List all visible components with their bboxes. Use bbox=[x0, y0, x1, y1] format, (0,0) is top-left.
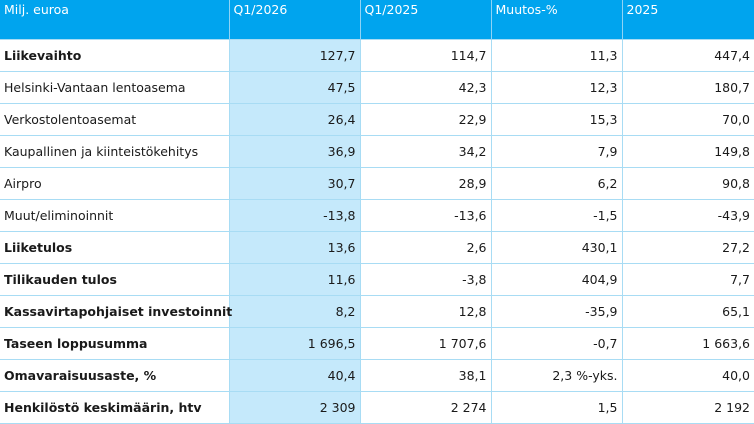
year-2025-value: 447,4 bbox=[621, 38, 754, 71]
q1-2025-value: 1 707,6 bbox=[359, 326, 491, 359]
table-row: Kaupallinen ja kiinteistökehitys 36,9 34,2… bbox=[0, 134, 754, 167]
change-percent-value: 1,5 bbox=[490, 390, 622, 424]
q1-2025-value: 42,3 bbox=[359, 70, 491, 103]
q1-2026-value: 8,2 bbox=[228, 294, 360, 327]
table-row: Taseen loppusumma 1 696,5 1 707,6 -0,7 1 663… bbox=[0, 326, 754, 359]
q1-2025-value: 114,7 bbox=[359, 38, 491, 71]
table-row: Helsinki-Vantaan lentoasema 47,5 42,3 12,3 1… bbox=[0, 70, 754, 103]
row-label: Kassavirtapohjaiset investoinnit bbox=[0, 294, 232, 327]
change-percent-value: 6,2 bbox=[490, 166, 622, 199]
header-change-percent: Muutos-% bbox=[490, 0, 622, 39]
q1-2026-value: 36,9 bbox=[228, 134, 360, 167]
year-2025-value: 40,0 bbox=[621, 358, 754, 391]
year-2025-value: 180,7 bbox=[621, 70, 754, 103]
q1-2026-value: 2 309 bbox=[228, 390, 360, 424]
year-2025-value: 90,8 bbox=[621, 166, 754, 199]
year-2025-value: -43,9 bbox=[621, 198, 754, 231]
q1-2025-value: 28,9 bbox=[359, 166, 491, 199]
change-percent-value: 430,1 bbox=[490, 230, 622, 263]
q1-2026-value: 1 696,5 bbox=[228, 326, 360, 359]
table-row: Omavaraisuusaste, % 40,4 38,1 2,3 %-yks. 40,… bbox=[0, 358, 754, 391]
q1-2025-value: -3,8 bbox=[359, 262, 491, 295]
q1-2025-value: -13,6 bbox=[359, 198, 491, 231]
q1-2026-value: 47,5 bbox=[228, 70, 360, 103]
header-label-column: Milj. euroa bbox=[0, 0, 229, 39]
row-label: Omavaraisuusaste, % bbox=[0, 358, 229, 391]
change-percent-value: -0,7 bbox=[490, 326, 622, 359]
change-percent-value: 12,3 bbox=[490, 70, 622, 103]
change-percent-value: -1,5 bbox=[490, 198, 622, 231]
q1-2026-value: 13,6 bbox=[228, 230, 360, 263]
row-label: Liikevaihto bbox=[0, 38, 229, 71]
q1-2026-value: -13,8 bbox=[228, 198, 360, 231]
year-2025-value: 149,8 bbox=[621, 134, 754, 167]
q1-2026-value: 26,4 bbox=[228, 102, 360, 135]
header-q1-2025: Q1/2025 bbox=[359, 0, 491, 39]
change-percent-value: 11,3 bbox=[490, 38, 622, 71]
year-2025-value: 2 192 bbox=[621, 390, 754, 424]
q1-2026-value: 11,6 bbox=[228, 262, 360, 295]
year-2025-value: 27,2 bbox=[621, 230, 754, 263]
q1-2025-value: 2 274 bbox=[359, 390, 491, 424]
table-row: Tilikauden tulos 11,6 -3,8 404,9 7,7 bbox=[0, 262, 754, 295]
row-label: Helsinki-Vantaan lentoasema bbox=[0, 70, 229, 103]
q1-2025-value: 2,6 bbox=[359, 230, 491, 263]
row-label: Muut/eliminoinnit bbox=[0, 198, 229, 231]
row-label: Airpro bbox=[0, 166, 229, 199]
change-percent-value: 15,3 bbox=[490, 102, 622, 135]
q1-2025-value: 34,2 bbox=[359, 134, 491, 167]
table-row: Liikevaihto 127,7 114,7 11,3 447,4 bbox=[0, 38, 754, 71]
table-row: Kassavirtapohjaiset investoinnit 8,2 12,8-… bbox=[0, 294, 754, 327]
table-row: Airpro 30,7 28,9 6,2 90,8 bbox=[0, 166, 754, 199]
year-2025-value: 70,0 bbox=[621, 102, 754, 135]
header-2025: 2025 bbox=[621, 0, 754, 39]
table-row: Muut/eliminoinnit -13,8 -13,6 -1,5 -43,9 bbox=[0, 198, 754, 231]
change-percent-value: 404,9 bbox=[490, 262, 622, 295]
change-percent-value: 2,3 %-yks. bbox=[490, 358, 622, 391]
table-row: Henkilöstö keskimäärin, htv 2 309 2 274 1,5… bbox=[0, 390, 754, 424]
year-2025-value: 1 663,6 bbox=[621, 326, 754, 359]
q1-2025-value: 12,8 bbox=[359, 294, 491, 327]
q1-2026-value: 30,7 bbox=[228, 166, 360, 199]
q1-2025-value: 38,1 bbox=[359, 358, 491, 391]
row-label: Taseen loppusumma bbox=[0, 326, 229, 359]
q1-2025-value: 22,9 bbox=[359, 102, 491, 135]
q1-2026-value: 40,4 bbox=[228, 358, 360, 391]
q1-2026-value: 127,7 bbox=[228, 38, 360, 71]
change-percent-value: 7,9 bbox=[490, 134, 622, 167]
change-percent-value: -35,9 bbox=[490, 294, 622, 327]
row-label: Tilikauden tulos bbox=[0, 262, 229, 295]
table-row: Verkostolentoasemat 26,4 22,9 15,3 70,0 bbox=[0, 102, 754, 135]
row-label: Liiketulos bbox=[0, 230, 229, 263]
table-row: Liiketulos 13,6 2,6 430,1 27,2 bbox=[0, 230, 754, 263]
row-label: Henkilöstö keskimäärin, htv bbox=[0, 390, 229, 424]
year-2025-value: 65,1 bbox=[621, 294, 754, 327]
header-q1-2026: Q1/2026 bbox=[228, 0, 360, 39]
row-label: Verkostolentoasemat bbox=[0, 102, 229, 135]
year-2025-value: 7,7 bbox=[621, 262, 754, 295]
row-label: Kaupallinen ja kiinteistökehitys bbox=[0, 134, 229, 167]
table-header-row: Milj. euroa Q1/2026 Q1/2025 Muutos-% 202… bbox=[0, 0, 754, 39]
table-body: Liikevaihto 127,7 114,7 11,3 447,4 Helsinki-V… bbox=[0, 38, 754, 424]
